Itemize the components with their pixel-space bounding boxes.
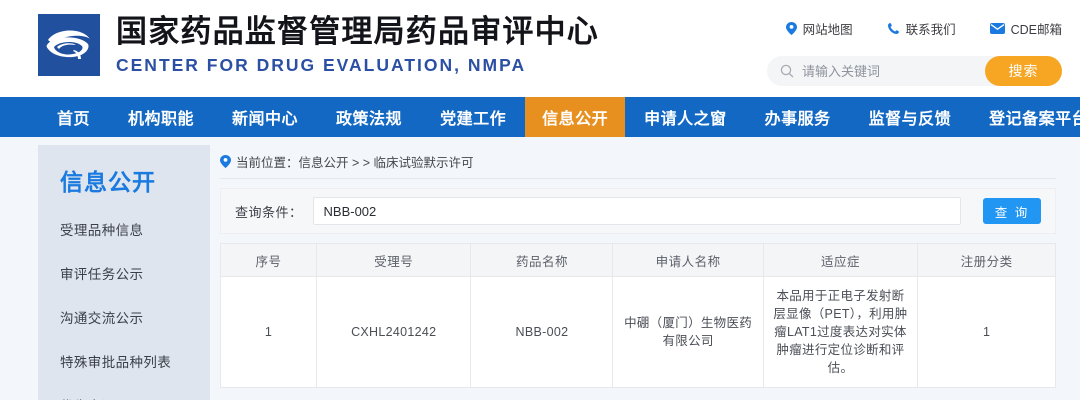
main-content: 当前位置：信息公开 > > 临床试验默示许可 查询条件： 查 询 序号 受理号 … xyxy=(210,145,1080,400)
main-navigation: 首页 机构职能 新闻中心 政策法规 党建工作 信息公开 申请人之窗 办事服务 监… xyxy=(0,97,1080,137)
header-link-email[interactable]: CDE邮箱 xyxy=(989,19,1062,38)
map-pin-icon xyxy=(785,22,797,35)
column-header-drug-name: 药品名称 xyxy=(470,243,614,277)
header-link-sitemap-label: 网站地图 xyxy=(802,23,853,37)
column-header-applicant: 申请人名称 xyxy=(612,243,764,277)
phone-icon xyxy=(887,22,900,35)
sidebar-item-accepted-varieties[interactable]: 受理品种信息 xyxy=(60,223,144,238)
query-label: 查询条件： xyxy=(235,204,303,220)
nav-item-policy[interactable]: 政策法规 xyxy=(336,111,403,128)
search-button[interactable]: 搜索 xyxy=(985,56,1062,86)
breadcrumb-text: 当前位置：信息公开 > > 临床试验默示许可 xyxy=(236,156,474,170)
nav-item-registration-platform[interactable]: 登记备案平台 xyxy=(989,111,1080,128)
query-input[interactable] xyxy=(312,197,961,225)
header-link-sitemap[interactable]: 网站地图 xyxy=(785,19,853,38)
query-submit-button[interactable]: 查 询 xyxy=(983,198,1041,224)
mail-icon xyxy=(989,23,1005,34)
cell-applicant: 中硼（厦门）生物医药有限公司 xyxy=(612,276,764,388)
cell-drug-name: NBB-002 xyxy=(470,276,614,388)
sidebar-item-special-approval[interactable]: 特殊审批品种列表 xyxy=(60,355,172,370)
column-header-acceptance-no: 受理号 xyxy=(316,243,472,277)
header-utility-links: 网站地图 联系我们 CDE邮箱 xyxy=(785,19,1062,38)
header-link-contact-label: 联系我们 xyxy=(905,23,956,37)
site-header: 国家药品监督管理局药品审评中心 CENTER FOR DRUG EVALUATI… xyxy=(0,0,1080,97)
column-header-indication: 适应症 xyxy=(762,243,919,277)
site-title-cn: 国家药品监督管理局药品审评中心 xyxy=(116,14,599,49)
page-body: 信息公开 受理品种信息 审评任务公示 沟通交流公示 特殊审批品种列表 优先审评公… xyxy=(0,137,1080,400)
nav-item-applicant-window[interactable]: 申请人之窗 xyxy=(644,111,727,128)
nav-item-party[interactable]: 党建工作 xyxy=(440,111,507,128)
sidebar-item-review-tasks[interactable]: 审评任务公示 xyxy=(60,267,144,282)
nav-item-news[interactable]: 新闻中心 xyxy=(232,111,299,128)
site-brand[interactable]: 国家药品监督管理局药品审评中心 CENTER FOR DRUG EVALUATI… xyxy=(38,14,599,76)
nav-item-home[interactable]: 首页 xyxy=(57,111,91,128)
breadcrumb: 当前位置：信息公开 > > 临床试验默示许可 xyxy=(220,145,1056,179)
results-table: 序号 受理号 药品名称 申请人名称 适应症 注册分类 1 CXHL2401242… xyxy=(219,243,1056,388)
nav-item-supervision[interactable]: 监督与反馈 xyxy=(868,111,952,128)
cell-indication: 本品用于正电子发射断层显像（PET），利用肿瘤LAT1过度表达对实体肿瘤进行定位… xyxy=(762,276,919,388)
cell-registration-class: 1 xyxy=(917,276,1056,388)
map-pin-icon xyxy=(220,155,231,168)
sidebar-item-communication[interactable]: 沟通交流公示 xyxy=(60,311,144,326)
column-header-registration-class: 注册分类 xyxy=(917,243,1056,277)
cell-index: 1 xyxy=(219,276,318,388)
sidebar-title: 信息公开 xyxy=(60,169,156,195)
header-link-email-label: CDE邮箱 xyxy=(1010,23,1062,37)
table-header-row: 序号 受理号 药品名称 申请人名称 适应症 注册分类 xyxy=(219,243,1056,277)
column-header-index: 序号 xyxy=(219,243,318,277)
search-icon xyxy=(780,64,794,78)
search-input[interactable] xyxy=(794,63,985,79)
nav-item-information-disclosure[interactable]: 信息公开 xyxy=(525,97,626,137)
nav-item-functions[interactable]: 机构职能 xyxy=(128,111,195,128)
cell-acceptance-no: CXHL2401242 xyxy=(316,276,472,388)
site-title-en: CENTER FOR DRUG EVALUATION, NMPA xyxy=(116,55,527,75)
query-bar: 查询条件： 查 询 xyxy=(220,188,1056,234)
table-row[interactable]: 1 CXHL2401242 NBB-002 中硼（厦门）生物医药有限公司 本品用… xyxy=(219,276,1056,388)
header-link-contact[interactable]: 联系我们 xyxy=(887,19,956,38)
cde-emblem-logo-icon xyxy=(38,14,100,76)
sidebar-item-priority-review[interactable]: 优先审评公示 xyxy=(38,383,210,400)
sidebar: 信息公开 受理品种信息 审评任务公示 沟通交流公示 特殊审批品种列表 优先审评公… xyxy=(38,145,210,400)
nav-item-services[interactable]: 办事服务 xyxy=(764,111,831,128)
header-search-box: 搜索 xyxy=(767,56,1062,86)
